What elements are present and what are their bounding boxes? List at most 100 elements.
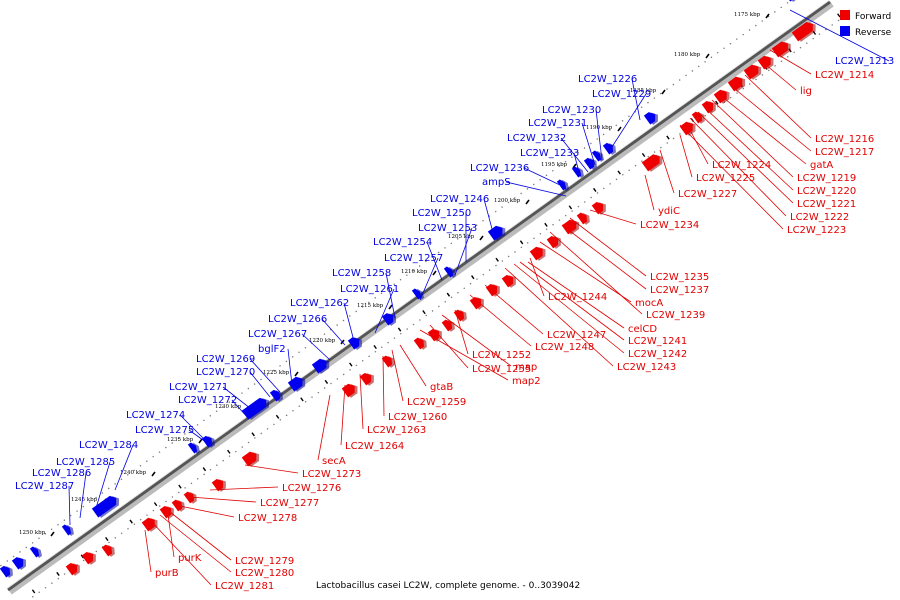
- forward-gene-label: ydiC: [658, 206, 680, 217]
- reverse-gene-label: LC2W_1261: [340, 284, 399, 295]
- legend: Forward Reverse: [840, 10, 892, 38]
- forward-gene-label: LC2W_1281: [215, 581, 274, 592]
- tick-label: 1230 kbp: [215, 404, 242, 410]
- reverse-connector: [385, 272, 396, 319]
- minor-tick: [471, 275, 475, 280]
- tick-mark: [151, 471, 156, 477]
- reverse-gene-label: LC2W_1262: [290, 298, 349, 309]
- forward-gene-label: LC2W_1242: [628, 349, 687, 360]
- reverse-gene-label: LC2W_1284: [79, 440, 138, 451]
- forward-gene-label: LC2W_1278: [238, 513, 297, 524]
- forward-gene-label: LC2W_1260: [388, 412, 447, 423]
- reverse-gene-label: LC2W_1246: [430, 194, 489, 205]
- tick-mark: [765, 13, 770, 19]
- gene-features: [0, 0, 816, 579]
- forward-gene-label: LC2W_1214: [815, 70, 874, 81]
- reverse-connector: [454, 227, 473, 276]
- reverse-connector: [114, 444, 134, 491]
- minor-tick: [446, 292, 451, 297]
- reverse-gene-label: LC2W_1267: [248, 329, 307, 340]
- forward-gene: [713, 89, 730, 104]
- reverse-connector: [581, 122, 596, 166]
- forward-gene: [546, 235, 561, 249]
- tick-label: 1175 kbp: [734, 12, 761, 18]
- tick-mark: [294, 371, 299, 377]
- reverse-connector: [419, 257, 439, 301]
- tick-label: 1210 kbp: [401, 269, 428, 275]
- forward-gene-label: LC2W_1273: [302, 469, 361, 480]
- reverse-connector: [68, 485, 71, 526]
- forward-connector: [744, 74, 812, 139]
- tick-label: 1245 kbp: [71, 497, 98, 503]
- reverse-connector: [95, 461, 111, 509]
- reverse-connector: [287, 348, 293, 386]
- forward-gene-label: LC2W_1222: [790, 212, 849, 223]
- forward-gene-label: map2: [512, 376, 541, 387]
- forward-gene-label: LC2W_1225: [696, 173, 755, 184]
- forward-gene-label: LC2W_1264: [345, 441, 404, 452]
- tick-label: 1180 kbp: [674, 52, 701, 58]
- tick-label: 1205 kbp: [448, 234, 475, 240]
- forward-gene-label: LC2W_1216: [815, 134, 874, 145]
- forward-gene: [427, 328, 442, 342]
- forward-connector: [399, 344, 427, 387]
- reverse-gene-label: LC2W_1233: [520, 148, 579, 159]
- minor-tick: [617, 170, 621, 175]
- forward-gene: [341, 383, 358, 398]
- forward-gene: [81, 551, 96, 565]
- minor-tick: [80, 554, 85, 559]
- reverse-gene: [29, 546, 42, 559]
- forward-connector: [679, 124, 784, 230]
- forward-gene-label: LC2W_1220: [797, 186, 856, 197]
- minor-tick: [275, 414, 280, 419]
- forward-gene-label: LC2W_1221: [797, 199, 856, 210]
- minor-tick: [495, 257, 499, 262]
- forward-gene: [691, 111, 705, 124]
- reverse-gene-label: LC2W_1213: [835, 56, 894, 67]
- reverse-gene: [487, 225, 506, 242]
- forward-gene-label: celCD: [628, 324, 657, 335]
- tick-label: 1215 kbp: [357, 303, 384, 309]
- forward-gene-label: LC2W_1241: [628, 336, 687, 347]
- reverse-gene: [201, 435, 215, 449]
- forward-connector: [244, 464, 299, 474]
- forward-gene: [529, 246, 546, 261]
- reverse-gene: [443, 266, 456, 279]
- forward-connector: [659, 149, 675, 194]
- minor-tick: [300, 397, 304, 402]
- forward-gene: [501, 274, 516, 288]
- forward-gene-label: LC2W_1280: [235, 568, 294, 579]
- reverse-gene-label: LC2W_1258: [332, 268, 391, 279]
- reverse-gene: [61, 524, 74, 537]
- forward-gene: [453, 309, 467, 322]
- minor-tick: [641, 152, 646, 158]
- minor-tick: [422, 310, 426, 315]
- tick-mark: [388, 304, 393, 310]
- minor-tick: [251, 432, 255, 437]
- tick-label: 1195 kbp: [541, 162, 568, 168]
- forward-gene-label: LC2W_1219: [797, 173, 856, 184]
- legend-reverse-label: Reverse: [855, 28, 892, 38]
- forward-gene-label: map: [515, 362, 537, 373]
- forward-gene-label: LC2W_1247: [547, 330, 606, 341]
- forward-connector: [149, 519, 212, 586]
- reverse-gene: [11, 557, 26, 571]
- minor-tick: [56, 571, 60, 576]
- forward-gene: [591, 201, 606, 215]
- tick-label: 1185 kbp: [630, 88, 657, 94]
- reverse-gene-label: LC2W_1226: [578, 74, 637, 85]
- minor-tick: [715, 100, 719, 105]
- forward-connector: [340, 384, 346, 446]
- forward-connector: [644, 174, 655, 211]
- reverse-gene: [0, 565, 13, 579]
- tick-label: 1240 kbp: [120, 470, 147, 476]
- reverse-gene: [311, 358, 330, 375]
- forward-gene: [141, 517, 158, 532]
- reverse-connector: [179, 414, 206, 441]
- reverse-gene-label: ampS: [482, 177, 511, 188]
- reverse-gene: [269, 389, 283, 403]
- forward-gene: [65, 562, 80, 576]
- minor-tick: [105, 536, 109, 542]
- forward-gene-label: LC2W_1252: [472, 350, 531, 361]
- forward-connector: [519, 261, 625, 341]
